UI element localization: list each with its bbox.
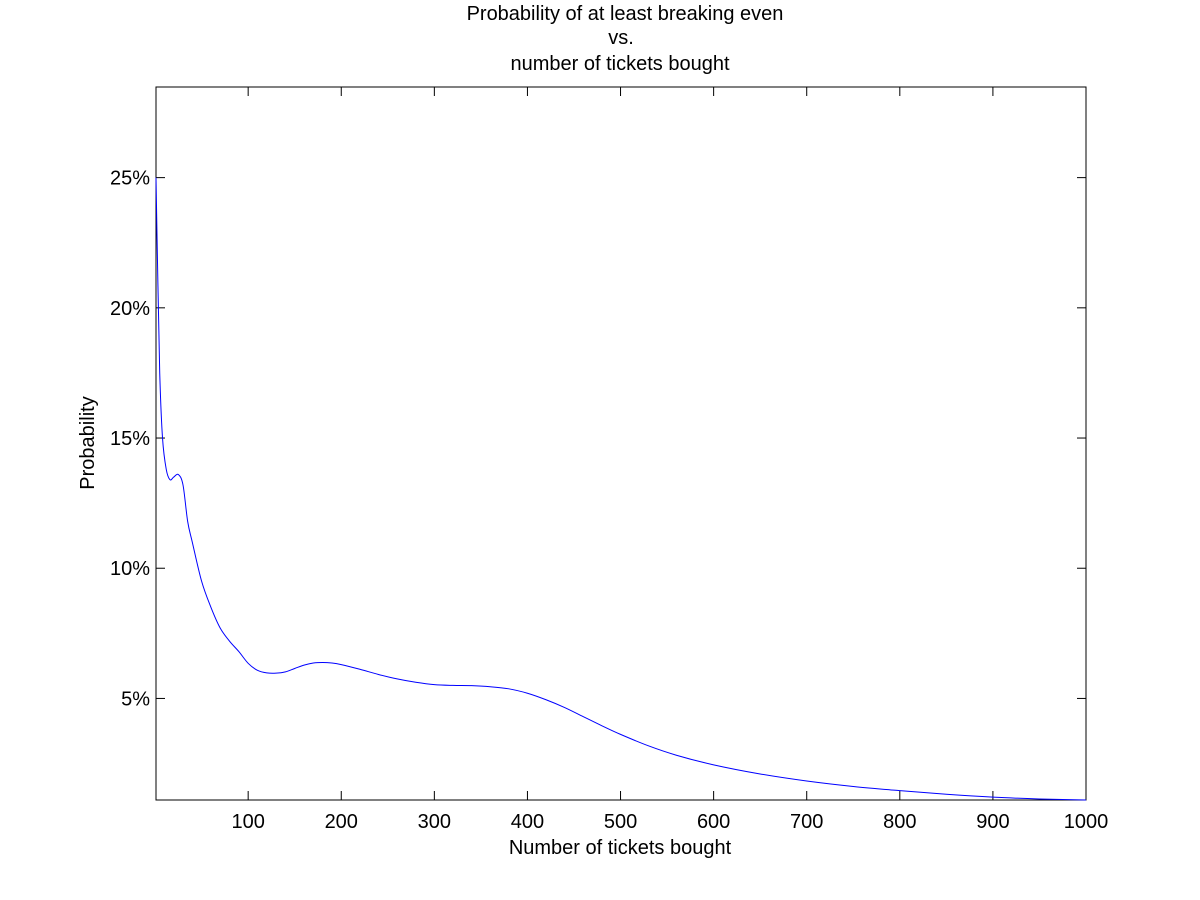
chart-title-line-2: vs. — [608, 27, 634, 49]
plot-area — [155, 86, 1087, 801]
x-tick-label: 500 — [604, 811, 637, 833]
x-axis-label: Number of tickets bought — [509, 837, 732, 859]
tick-marks — [156, 87, 1087, 800]
x-tick-label: 400 — [511, 811, 544, 833]
x-tick-label: 300 — [418, 811, 451, 833]
y-tick-label: 25% — [110, 168, 150, 190]
y-tick-label: 10% — [110, 558, 150, 580]
y-tick-label: 15% — [110, 428, 150, 450]
x-tick-label: 900 — [976, 811, 1009, 833]
y-axis-label: Probability — [77, 396, 99, 489]
chart-title-line-1: Probability of at least breaking even — [467, 3, 784, 25]
probability-series-line — [155, 177, 1087, 801]
x-tick-label: 700 — [790, 811, 823, 833]
x-tick-label: 1000 — [1064, 811, 1109, 833]
y-tick-label: 5% — [121, 688, 150, 710]
chart-title-line-3: number of tickets bought — [510, 53, 729, 75]
y-tick-label: 20% — [110, 298, 150, 320]
x-tick-label: 800 — [883, 811, 916, 833]
x-tick-label: 200 — [325, 811, 358, 833]
series-layer — [155, 177, 1087, 801]
tick-labels: 100 200 300 400 500 600 700 800 900 1000 5% 10% 15% 2… — [110, 168, 1108, 833]
x-tick-label: 100 — [231, 811, 264, 833]
x-tick-label: 600 — [697, 811, 730, 833]
